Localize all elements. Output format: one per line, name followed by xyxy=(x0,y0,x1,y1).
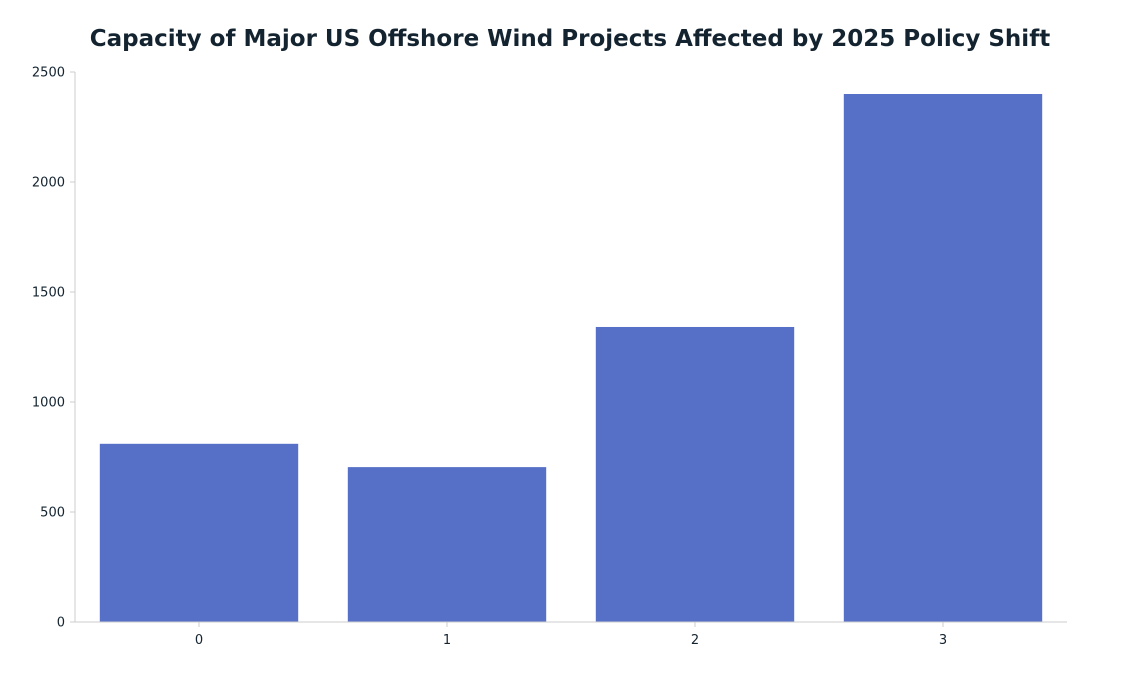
y-tick-label: 500 xyxy=(40,506,65,521)
bars-group xyxy=(99,94,1043,622)
bar-3 xyxy=(843,94,1043,622)
x-tick-label: 0 xyxy=(195,633,203,648)
chart-title: Capacity of Major US Offshore Wind Proje… xyxy=(89,26,1051,52)
bar-1 xyxy=(347,467,547,622)
y-tick-label: 2500 xyxy=(32,66,65,81)
y-axis: 0 500 1000 1500 2000 2500 xyxy=(32,66,76,631)
bar-2 xyxy=(595,326,795,622)
y-tick-label: 2000 xyxy=(32,176,65,191)
x-tick-label: 2 xyxy=(691,633,699,648)
y-tick-label: 1000 xyxy=(32,396,65,411)
bar-0 xyxy=(99,443,299,622)
y-tick-label: 0 xyxy=(57,616,65,631)
y-tick-label: 1500 xyxy=(32,286,65,301)
x-axis: 0 1 2 3 xyxy=(75,621,1067,648)
x-tick-label: 1 xyxy=(443,633,451,648)
x-tick-label: 3 xyxy=(939,633,947,648)
